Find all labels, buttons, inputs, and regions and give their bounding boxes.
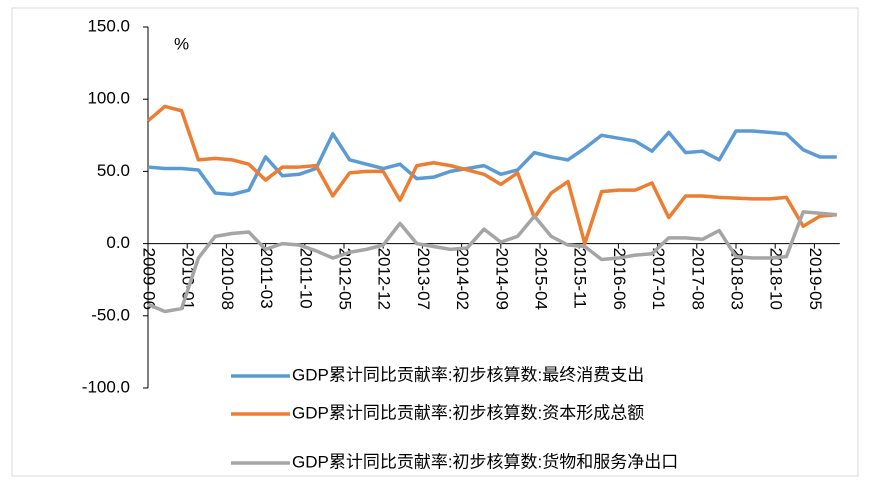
x-tick-label: 2012-05 <box>336 248 355 310</box>
series-line <box>147 129 837 197</box>
unit-annotation: % <box>174 34 189 53</box>
series-line <box>146 104 837 246</box>
y-tick-label: 150.0 <box>87 16 130 35</box>
legend-label: GDP累计同比贡献率:初步核算数:资本形成总额 <box>292 403 644 422</box>
x-tick-label: 2012-12 <box>375 248 394 310</box>
legend-label: GDP累计同比贡献率:初步核算数:货物和服务净出口 <box>292 452 678 471</box>
x-tick-label: 2018-03 <box>728 248 747 310</box>
x-tick-label: 2011-03 <box>257 248 276 309</box>
y-tick-label: 50.0 <box>97 161 130 180</box>
x-tick-label: 2014-09 <box>492 248 511 310</box>
x-tick-label: 2016-06 <box>610 248 629 310</box>
x-tick-label: 2013-07 <box>414 248 433 310</box>
x-tick-label: 2018-10 <box>767 248 786 310</box>
series-line <box>147 210 837 314</box>
x-tick-label: 2011-10 <box>296 248 315 309</box>
y-tick-label: 100.0 <box>87 89 130 108</box>
y-tick-label: -100.0 <box>82 377 130 396</box>
legend-label: GDP累计同比贡献率:初步核算数:最终消费支出 <box>292 365 644 384</box>
x-tick-label: 2019-05 <box>806 248 825 310</box>
x-tick-label: 2014-02 <box>453 248 472 310</box>
x-tick-label: 2017-08 <box>688 248 707 310</box>
x-tick-label: 2015-04 <box>532 248 551 310</box>
y-tick-label: 0.0 <box>106 233 130 252</box>
y-tick-label: -50.0 <box>91 305 130 324</box>
x-tick-label: 2017-01 <box>649 248 668 310</box>
x-tick-label: 2015-11 <box>571 248 590 309</box>
x-tick-label: 2009-06 <box>140 248 159 310</box>
x-tick-label: 2010-08 <box>218 248 237 310</box>
chart-border <box>11 7 859 477</box>
x-tick-label: 2010-01 <box>179 248 198 310</box>
